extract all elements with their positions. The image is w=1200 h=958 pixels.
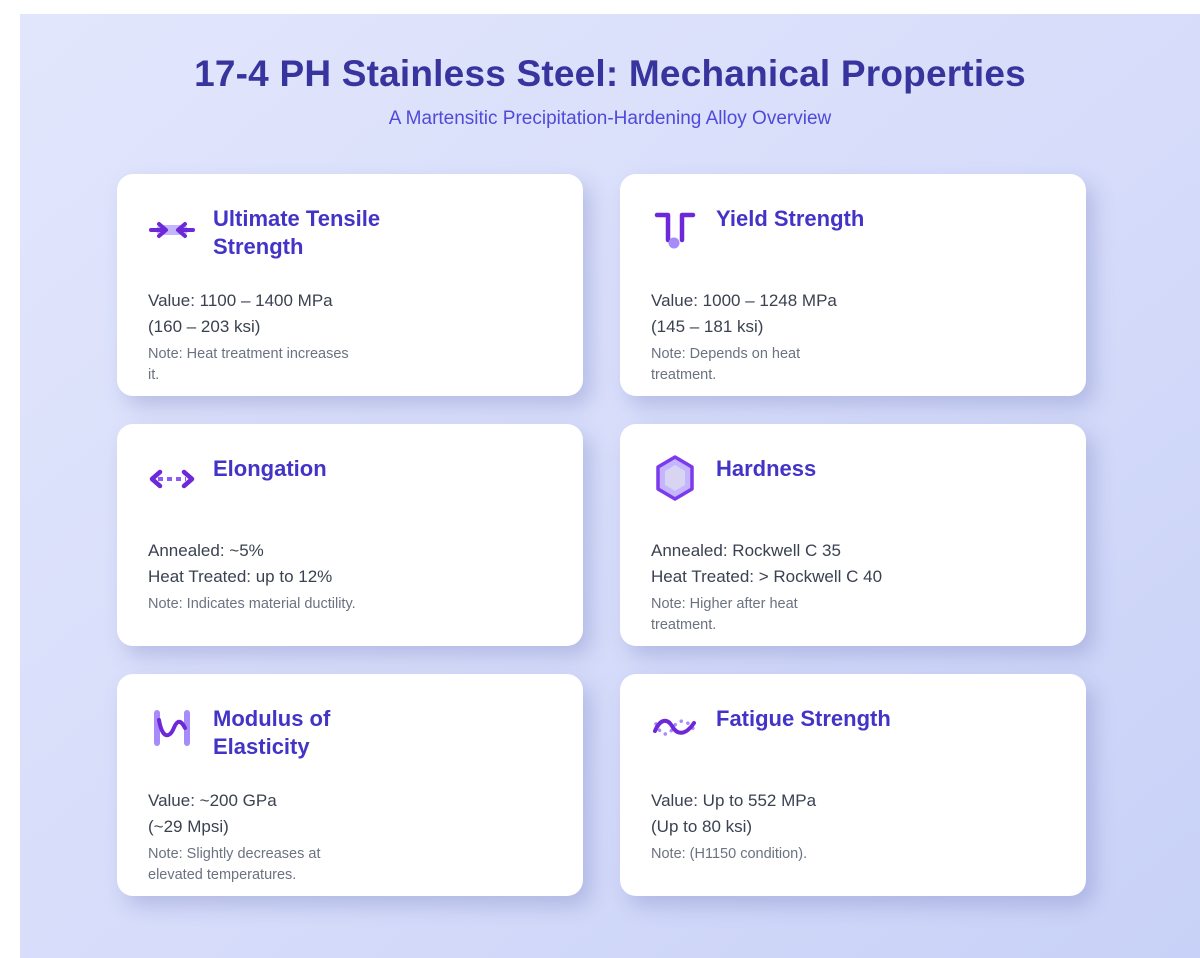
value-line-1: Value: 1100 – 1400 MPa xyxy=(148,291,333,310)
card-title: Ultimate Tensile Strength xyxy=(213,206,381,259)
hexagon-icon xyxy=(651,454,699,502)
value-line-1: Value: Up to 552 MPa xyxy=(651,791,817,810)
value-line-2: (Up to 80 ksi) xyxy=(651,817,753,836)
card-hardness: Hardness Annealed: Rockwell C 35 Heat Tr… xyxy=(620,424,1086,646)
page-subtitle: A Martensitic Precipitation-Hardening Al… xyxy=(388,108,832,129)
card-note: Note: Heat treatment increases it. xyxy=(148,346,349,383)
double-arrow-icon xyxy=(148,454,196,502)
card-fatigue-strength: Fatigue Strength Value: Up to 552 MPa (U… xyxy=(620,674,1086,896)
card-note: Note: Depends on heat treatment. xyxy=(651,346,801,383)
compress-arrows-icon xyxy=(148,204,196,252)
card-note: Note: (H1150 condition). xyxy=(651,846,808,862)
card-title: Elongation xyxy=(213,456,327,481)
wave-between-bars-icon xyxy=(148,704,196,752)
card-title: Fatigue Strength xyxy=(716,706,891,731)
card-header: Yield Strength xyxy=(651,202,1056,288)
value-line-1: Annealed: Rockwell C 35 xyxy=(651,541,841,560)
card-header: Fatigue Strength xyxy=(651,702,1056,788)
sine-wave-icon xyxy=(651,704,699,752)
value-line-1: Annealed: ~5% xyxy=(148,541,264,560)
value-line-1: Value: ~200 GPa xyxy=(148,791,277,810)
card-title: Yield Strength xyxy=(716,206,865,231)
page-title: 17-4 PH Stainless Steel: Mechanical Prop… xyxy=(194,53,1026,94)
card-title: Modulus of Elasticity xyxy=(213,706,331,759)
card-header: Hardness xyxy=(651,452,1056,538)
card-note: Note: Higher after heat treatment. xyxy=(651,596,798,633)
card-elongation: Elongation Annealed: ~5% Heat Treated: u… xyxy=(117,424,583,646)
property-cards-grid: Ultimate Tensile Strength Value: 1100 – … xyxy=(117,174,1086,896)
value-line-2: (~29 Mpsi) xyxy=(148,817,229,836)
value-line-2: Heat Treated: > Rockwell C 40 xyxy=(651,567,883,586)
card-header: Ultimate Tensile Strength xyxy=(148,202,553,288)
card-title: Hardness xyxy=(716,456,817,481)
card-note: Note: Slightly decreases at elevated tem… xyxy=(148,846,321,883)
card-ultimate-tensile-strength: Ultimate Tensile Strength Value: 1100 – … xyxy=(117,174,583,396)
card-modulus-of-elasticity: Modulus of Elasticity Value: ~200 GPa (~… xyxy=(117,674,583,896)
value-line-2: (160 – 203 ksi) xyxy=(148,317,261,336)
value-line-2: (145 – 181 ksi) xyxy=(651,317,764,336)
content-panel: 17-4 PH Stainless Steel: Mechanical Prop… xyxy=(20,14,1200,958)
value-line-2: Heat Treated: up to 12% xyxy=(148,567,333,586)
card-header: Modulus of Elasticity xyxy=(148,702,553,788)
value-line-1: Value: 1000 – 1248 MPa xyxy=(651,291,837,310)
yield-curve-icon xyxy=(651,204,699,252)
card-header: Elongation xyxy=(148,452,553,538)
card-yield-strength: Yield Strength Value: 1000 – 1248 MPa (1… xyxy=(620,174,1086,396)
card-note: Note: Indicates material ductility. xyxy=(148,596,356,612)
